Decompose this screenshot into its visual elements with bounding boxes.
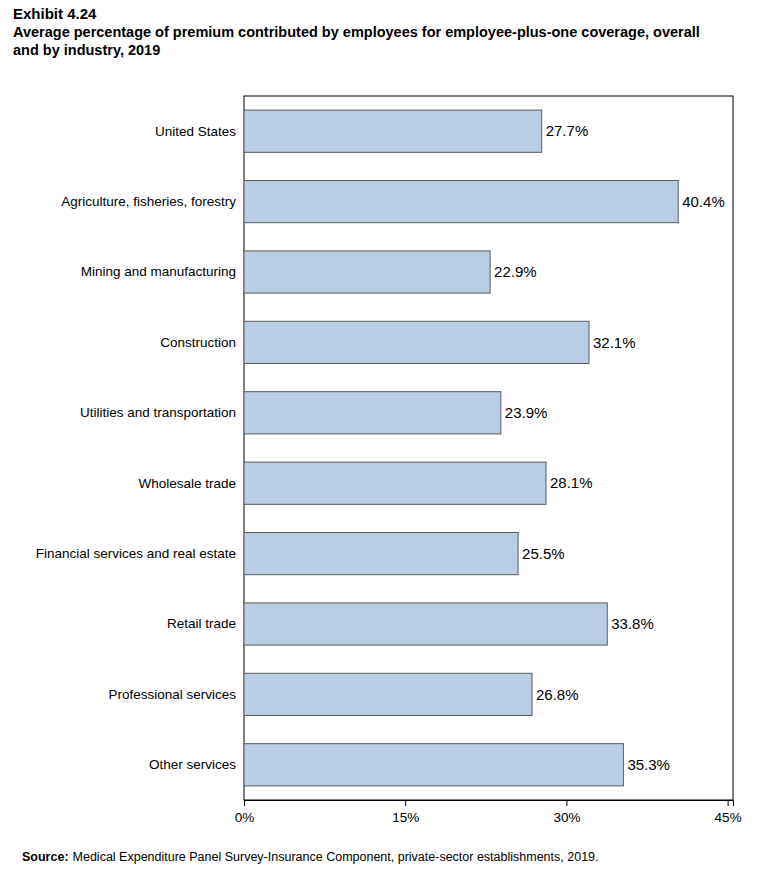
y-tick-label: Construction [160,335,236,350]
y-tick-label: Utilities and transportation [80,405,236,420]
data-label: 32.1% [593,334,636,351]
bar [244,744,623,786]
x-tick-mark [728,800,729,806]
bar [244,321,589,363]
y-tick-label: United States [155,124,236,139]
x-tick-label: 30% [553,810,580,825]
x-tick-mark [244,800,245,806]
bar [244,532,518,574]
bar [244,462,546,504]
y-tick: Financial services and real estate [36,546,236,561]
data-label: 26.8% [536,686,579,703]
bar [244,110,542,152]
y-tick-label: Other services [149,757,236,772]
y-tick: Construction [160,335,236,350]
source-note: Source: Medical Expenditure Panel Survey-… [22,850,599,864]
x-tick-mark [566,800,567,806]
x-axis: 0% 15% 30% 45% [235,800,742,825]
y-tick-label: Professional services [108,687,236,702]
x-tick: 15% [392,800,419,825]
data-label: 22.9% [494,263,537,280]
y-tick: Professional services [108,687,236,702]
y-tick: Agriculture, fisheries, forestry [61,194,236,209]
y-tick: Other services [149,757,236,772]
y-tick-label: Agriculture, fisheries, forestry [61,194,236,209]
x-tick-mark [405,800,406,806]
x-tick: 45% [715,800,742,825]
x-tick-label: 0% [235,810,255,825]
bar [244,603,607,645]
y-tick: Utilities and transportation [80,405,236,420]
y-tick-label: Wholesale trade [138,476,236,491]
source-label: Source: [22,850,69,864]
y-tick-label: Mining and manufacturing [81,264,236,279]
y-tick: Mining and manufacturing [81,264,236,279]
subtitle: Average percentage of premium contribute… [13,24,700,58]
y-tick: Retail trade [167,616,236,631]
chart: Exhibit 4.24 Average percentage of premiu… [0,0,758,883]
x-tick: 30% [553,800,580,825]
data-labels: 27.7% 40.4% 22.9% 32.1% 23.9% 28.1% 25.5% 33.8%… [494,122,725,773]
y-axis: United States Agriculture, fisheries, for… [36,124,237,773]
plot-frame [244,96,733,800]
x-tick: 0% [235,800,255,825]
bar [244,180,678,222]
x-tick-label: 45% [715,810,742,825]
y-tick: Wholesale trade [138,476,236,491]
bar [244,392,501,434]
data-label: 33.8% [611,615,654,632]
plot: 27.7% 40.4% 22.9% 32.1% 23.9% 28.1% 25.5% 33.8%… [36,96,742,825]
source-text: Medical Expenditure Panel Survey-Insuran… [73,850,599,864]
x-axis-line [245,801,734,807]
data-label: 23.9% [505,404,548,421]
bars [244,110,678,786]
data-label: 40.4% [682,193,725,210]
y-tick-label: Retail trade [167,616,236,631]
title: Exhibit 4.24 [13,5,97,22]
x-tick-label: 15% [392,810,419,825]
bar [244,673,532,715]
data-label: 25.5% [522,545,565,562]
y-tick-label: Financial services and real estate [36,546,236,561]
y-tick: United States [155,124,236,139]
data-label: 27.7% [546,122,589,139]
data-label: 28.1% [550,474,593,491]
data-label: 35.3% [627,756,670,773]
bar [244,251,490,293]
